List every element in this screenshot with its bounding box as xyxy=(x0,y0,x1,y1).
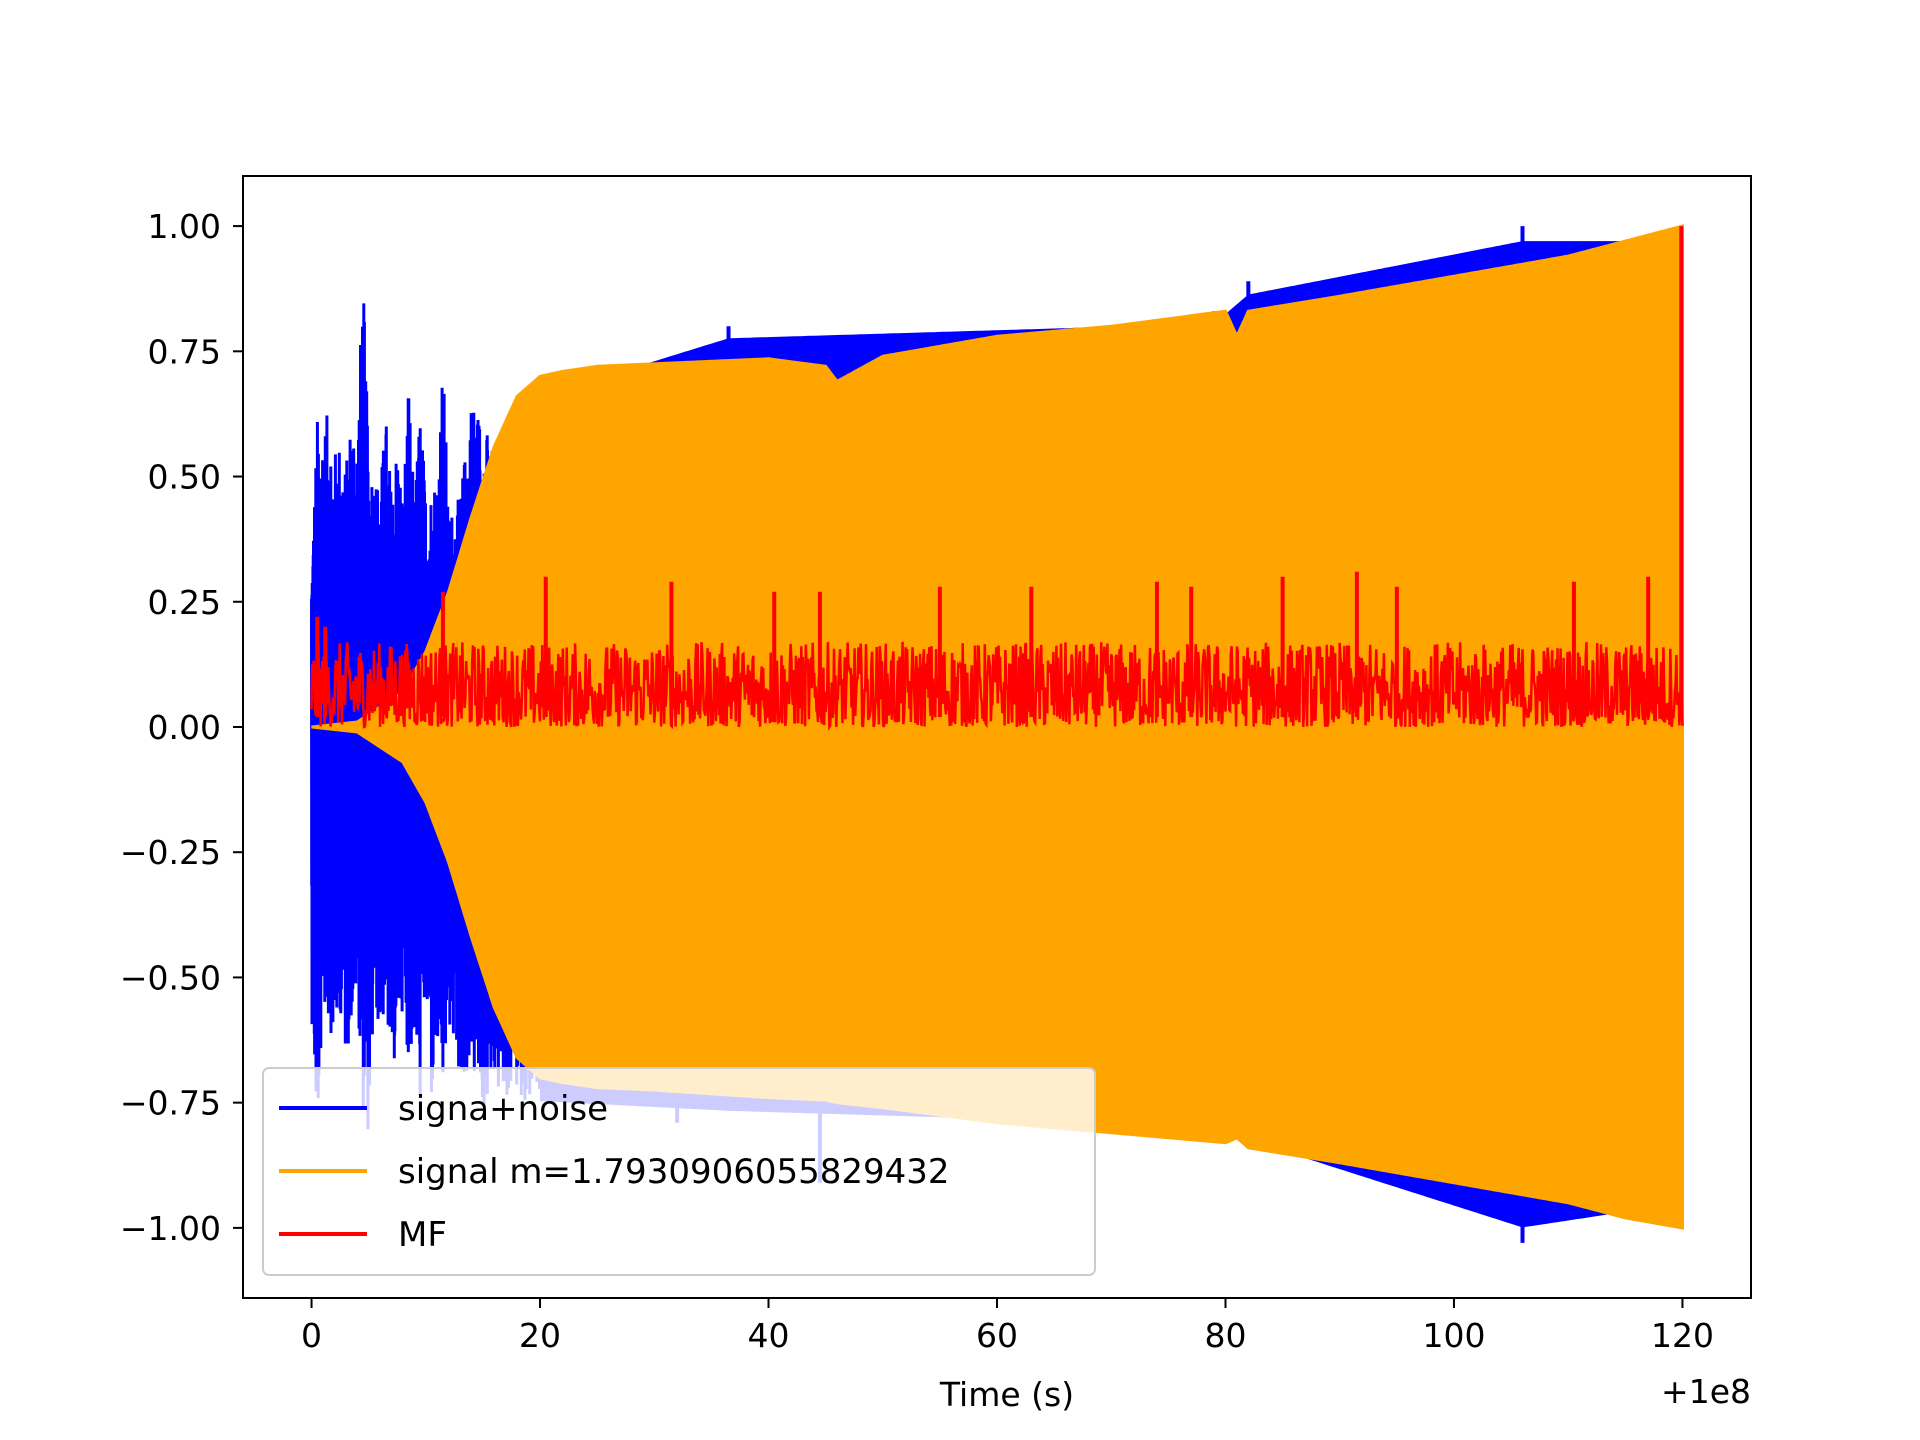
x-axis-offset-label: +1e8 xyxy=(1661,1372,1751,1411)
x-tick-label: 0 xyxy=(301,1316,322,1355)
plot-area xyxy=(310,224,1684,1243)
x-tick-label: 120 xyxy=(1651,1316,1714,1355)
legend-label: signal m=1.7930906055829432 xyxy=(398,1152,950,1192)
series-mf xyxy=(310,641,1684,731)
x-tick-label: 60 xyxy=(976,1316,1018,1355)
y-tick-label: −0.50 xyxy=(120,958,221,997)
legend-label: MF xyxy=(398,1215,447,1255)
y-tick-label: −1.00 xyxy=(120,1209,221,1248)
x-tick-label: 100 xyxy=(1422,1316,1485,1355)
y-tick-label: 0.75 xyxy=(148,332,221,371)
legend-label: signa+noise xyxy=(398,1089,608,1129)
y-tick-label: 1.00 xyxy=(148,207,221,246)
x-tick-label: 40 xyxy=(748,1316,790,1355)
y-tick-label: 0.50 xyxy=(148,458,221,497)
y-tick-label: −0.75 xyxy=(120,1084,221,1123)
x-tick-label: 80 xyxy=(1204,1316,1246,1355)
x-axis-label: Time (s) xyxy=(939,1375,1074,1414)
y-tick-label: −0.25 xyxy=(120,833,221,872)
x-axis: 0 20 40 60 80 100 120 xyxy=(301,1298,1714,1355)
y-tick-label: 0.25 xyxy=(148,583,221,622)
y-tick-label: 0.00 xyxy=(148,708,221,747)
legend-box xyxy=(262,1067,1096,1276)
legend: signa+noise signal m=1.7930906055829432 MF xyxy=(262,1067,1096,1276)
x-tick-label: 20 xyxy=(519,1316,561,1355)
y-axis: 1.00 0.75 0.50 0.25 0.00 −0.25 −0.50 −0.75 −1.00 xyxy=(120,207,243,1248)
